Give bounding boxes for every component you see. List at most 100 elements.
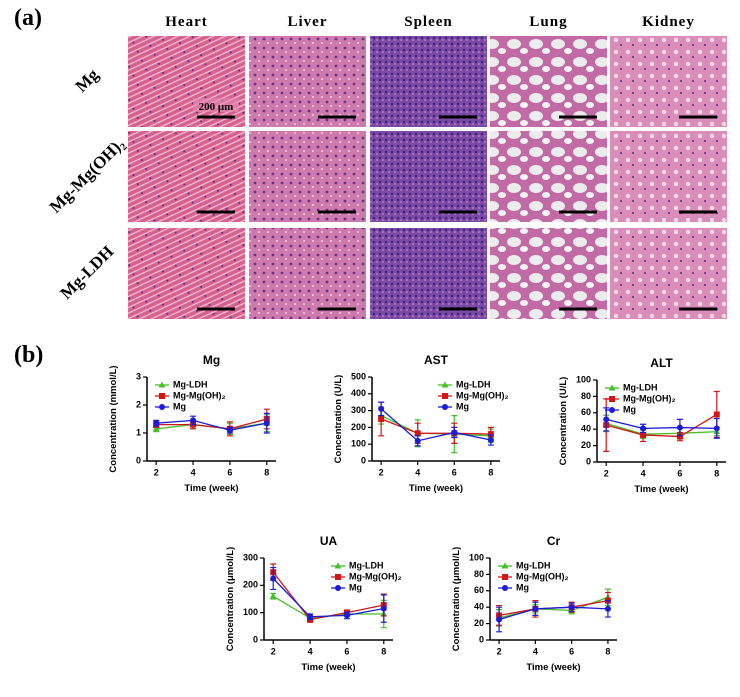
marker <box>378 405 385 412</box>
histology-image <box>490 36 607 127</box>
x-tick-label: 4 <box>191 467 196 477</box>
y-tick-label: 0 <box>136 455 141 465</box>
marker <box>496 616 503 623</box>
x-axis-label: Time (week) <box>409 483 463 494</box>
marker <box>713 425 720 432</box>
x-tick-label: 8 <box>488 467 493 477</box>
marker <box>487 431 494 438</box>
scale-bar-label: 200 μm <box>199 101 234 113</box>
y-tick-label: 100 <box>243 607 258 617</box>
histology-image <box>249 131 366 222</box>
marker <box>532 605 539 612</box>
series-line <box>156 419 267 431</box>
marker <box>380 605 387 612</box>
marker <box>487 437 494 443</box>
x-tick-label: 2 <box>497 646 502 656</box>
y-tick-label: 0 <box>586 456 591 466</box>
y-tick-label: 0 <box>479 634 484 644</box>
legend-marker <box>502 585 508 591</box>
legend-marker <box>159 393 165 399</box>
y-axis-label: Concentration (U/L) <box>333 375 344 464</box>
row-label: Mg-Mg(OH)₂ <box>46 134 128 216</box>
histology-image <box>128 36 245 127</box>
y-tick-label: 20 <box>581 440 591 450</box>
y-tick-label: 100 <box>576 374 591 384</box>
x-tick-label: 6 <box>227 467 232 477</box>
legend-label: Mg-LDH <box>173 379 208 389</box>
legend-marker <box>158 381 166 388</box>
y-tick-label: 2 <box>136 399 141 409</box>
marker <box>414 437 421 444</box>
x-tick-label: 2 <box>271 646 276 656</box>
marker <box>604 605 611 612</box>
x-tick-label: 4 <box>641 468 646 478</box>
y-tick-label: 60 <box>581 407 591 417</box>
legend-marker <box>502 574 508 580</box>
y-tick-label: 40 <box>474 602 484 612</box>
x-tick-label: 2 <box>379 467 384 477</box>
series-line <box>272 578 384 618</box>
y-tick-label: 300 <box>243 552 258 562</box>
histology-image <box>370 36 487 127</box>
x-tick-label: 8 <box>714 468 719 478</box>
legend-marker <box>609 407 615 413</box>
marker <box>343 612 350 619</box>
charts: Mg 0 1 2 3 2 4 6 8 Time (week) Concentration (mmol… <box>108 353 726 673</box>
legend-marker <box>442 393 448 399</box>
x-axis-label: Time (week) <box>301 662 355 673</box>
legend-label: Mg <box>173 401 186 411</box>
y-tick-label: 60 <box>474 585 484 595</box>
legend-label: Mg <box>623 404 636 414</box>
x-tick-label: 4 <box>533 646 538 656</box>
series-line <box>606 422 717 435</box>
chart: AST 0 100 200 300 400 500 2 4 6 8 Time (week) Concen… <box>333 353 508 494</box>
y-axis-label: Concentration (μmol/L) <box>225 547 236 652</box>
legend-marker <box>441 381 449 388</box>
series-line <box>272 595 384 619</box>
histology-image <box>128 228 245 319</box>
legend-marker <box>335 585 341 591</box>
y-tick-label: 80 <box>581 391 591 401</box>
chart-title: ALT <box>650 356 673 370</box>
y-tick-label: 100 <box>469 552 484 562</box>
marker <box>269 592 277 599</box>
marker <box>713 411 720 418</box>
marker <box>568 604 575 611</box>
y-tick-label: 200 <box>351 422 366 432</box>
x-tick-label: 4 <box>415 467 420 477</box>
marker <box>153 420 160 427</box>
legend-label: Mg-Mg(OH)₂ <box>173 390 225 400</box>
legend-label: Mg <box>349 582 362 592</box>
series-line <box>156 418 267 430</box>
x-tick-label: 6 <box>452 467 457 477</box>
chart: ALT 0 20 40 60 80 100 2 4 6 8 Time (week) Concentrat… <box>558 356 726 495</box>
marker <box>307 613 314 620</box>
chart-title: Mg <box>203 353 220 367</box>
column-label: Spleen <box>404 14 453 30</box>
x-tick-label: 6 <box>344 646 349 656</box>
y-tick-label: 0 <box>361 455 366 465</box>
y-tick-label: 200 <box>243 580 258 590</box>
x-tick-label: 2 <box>154 467 159 477</box>
histology-image <box>610 36 727 127</box>
marker <box>270 575 277 582</box>
marker <box>603 416 610 423</box>
legend-label: Mg-Mg(OH)₂ <box>623 393 675 403</box>
series-line <box>498 606 608 621</box>
y-axis-label: Concentration (mmol/L) <box>108 365 119 472</box>
legend-label: Mg <box>456 401 469 411</box>
x-axis-label: Time (week) <box>634 484 688 495</box>
panel-label: (b) <box>14 342 43 368</box>
column-label: Liver <box>288 14 328 30</box>
column-label: Lung <box>529 14 567 30</box>
y-tick-label: 3 <box>136 371 141 381</box>
legend-label: Mg-LDH <box>623 382 658 392</box>
legend-marker <box>608 384 616 391</box>
series-line <box>380 418 491 435</box>
legend-marker <box>334 562 342 569</box>
row-label: Mg <box>71 65 102 96</box>
histology-image <box>249 36 366 127</box>
y-tick-label: 100 <box>351 439 366 449</box>
marker <box>640 425 647 432</box>
